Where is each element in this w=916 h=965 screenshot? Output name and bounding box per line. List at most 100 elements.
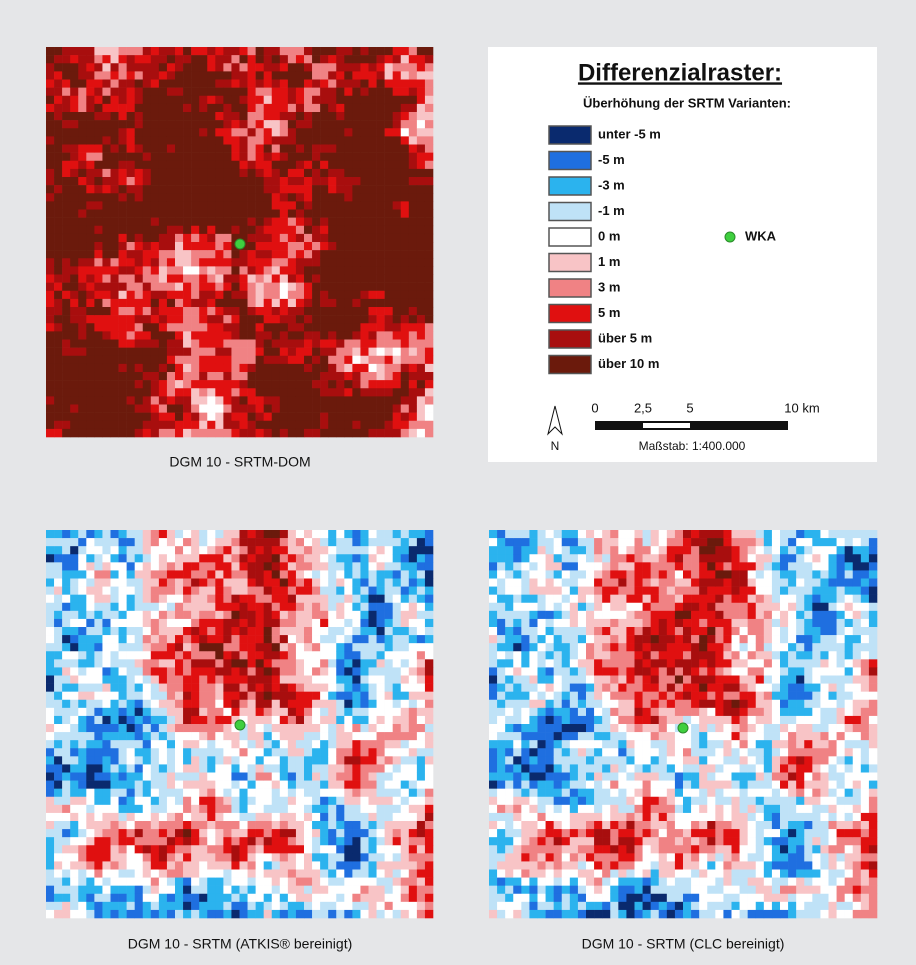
map-cell [167, 829, 175, 837]
map-cell [151, 266, 159, 274]
map-cell [62, 218, 70, 226]
map-cell [207, 700, 215, 708]
map-cell [240, 128, 248, 136]
map-cell [46, 348, 54, 356]
map-cell [328, 226, 336, 234]
map-cell [199, 210, 207, 218]
map-cell [336, 692, 344, 700]
map-cell [183, 813, 191, 821]
map-cell [143, 405, 151, 413]
map-cell [78, 643, 86, 651]
map-cell [46, 773, 54, 781]
map-cell [529, 546, 537, 554]
map-cell [256, 692, 264, 700]
map-cell [425, 234, 433, 242]
map-cell [304, 627, 312, 635]
map-cell [151, 153, 159, 161]
map-cell [256, 684, 264, 692]
map-cell [119, 218, 127, 226]
map-cell [62, 805, 70, 813]
map-cell [94, 136, 102, 144]
map-cell [135, 429, 143, 437]
map-cell [135, 554, 143, 562]
map-cell [135, 837, 143, 845]
map-cell [143, 684, 151, 692]
map-cell [86, 756, 94, 764]
map-cell [385, 331, 393, 339]
map-cell [175, 218, 183, 226]
map-cell [352, 870, 360, 878]
map-cell [497, 740, 505, 748]
map-cell [199, 331, 207, 339]
map-cell [256, 201, 264, 209]
map-cell [401, 340, 409, 348]
map-cell [215, 708, 223, 716]
map-cell [328, 829, 336, 837]
map-cell [102, 120, 110, 128]
map-cell [46, 724, 54, 732]
map-cell [288, 684, 296, 692]
map-cell [425, 145, 433, 153]
map-cell [296, 63, 304, 71]
map-cell [280, 878, 288, 886]
map-cell [167, 603, 175, 611]
map-cell [78, 201, 86, 209]
map-cell [94, 250, 102, 258]
map-cell [223, 748, 231, 756]
map-cell [409, 627, 417, 635]
map-cell [393, 80, 401, 88]
map-cell [215, 250, 223, 258]
map-cell [377, 659, 385, 667]
map-cell [248, 104, 256, 112]
map-cell [46, 708, 54, 716]
map-cell [264, 55, 272, 63]
map-cell [393, 764, 401, 772]
map-cell [183, 587, 191, 595]
map-cell [401, 299, 409, 307]
map-cell [191, 177, 199, 185]
map-cell [280, 910, 288, 918]
map-cell [175, 829, 183, 837]
map-cell [529, 805, 537, 813]
map-cell [505, 562, 513, 570]
map-cell [248, 388, 256, 396]
map-cell [183, 546, 191, 554]
map-cell [78, 421, 86, 429]
map-cell [111, 813, 119, 821]
map-cell [256, 764, 264, 772]
map-cell [377, 764, 385, 772]
map-cell [385, 740, 393, 748]
map-cell [328, 112, 336, 120]
map-cell [296, 348, 304, 356]
map-cell [401, 429, 409, 437]
map-cell [385, 283, 393, 291]
map-cell [143, 88, 151, 96]
map-cell [304, 643, 312, 651]
map-cell [207, 684, 215, 692]
map-cell [127, 112, 135, 120]
map-cell [513, 716, 521, 724]
map-cell [417, 112, 425, 120]
map-cell [425, 870, 433, 878]
map-cell [505, 756, 513, 764]
map-cell [344, 546, 352, 554]
map-cell [409, 96, 417, 104]
map-cell [62, 748, 70, 756]
map-cell [344, 315, 352, 323]
map-cell [119, 870, 127, 878]
map-cell [393, 853, 401, 861]
map-cell [320, 307, 328, 315]
map-cell [231, 266, 239, 274]
map-cell [151, 870, 159, 878]
map-cell [183, 210, 191, 218]
map-cell [231, 627, 239, 635]
map-cell [377, 845, 385, 853]
map-cell [143, 870, 151, 878]
map-cell [223, 667, 231, 675]
map-cell [264, 853, 272, 861]
map-cell [167, 291, 175, 299]
map-cell [256, 530, 264, 538]
map-cell [119, 169, 127, 177]
map-cell [143, 627, 151, 635]
map-cell [256, 372, 264, 380]
